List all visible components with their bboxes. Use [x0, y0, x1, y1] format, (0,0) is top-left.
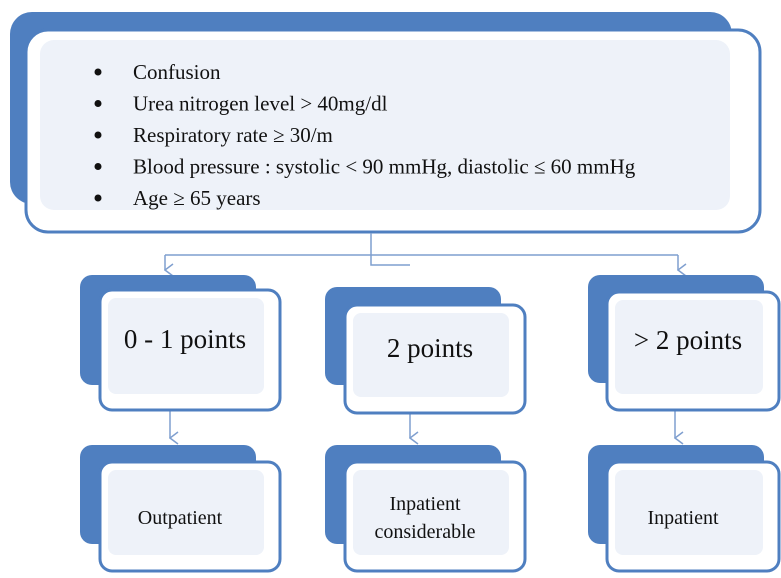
outcome-label: Inpatient	[647, 507, 719, 529]
bullet	[94, 131, 102, 139]
outcome-box-inner	[108, 470, 264, 555]
score-box-inner	[615, 300, 763, 394]
bullet	[94, 194, 102, 202]
outcome-box-inner	[353, 470, 509, 555]
bullet	[94, 163, 102, 170]
bullet	[94, 100, 102, 107]
criterion: Respiratory rate ≥ 30/m	[133, 123, 333, 147]
criteria-box-inner	[40, 40, 730, 210]
criterion: Confusion	[133, 60, 221, 84]
criterion: Age ≥ 65 years	[133, 186, 261, 210]
outcome-label: considerable	[374, 521, 475, 543]
connectors	[165, 233, 678, 438]
score-label: 0 - 1 points	[124, 324, 246, 354]
criterion: Blood pressure : systolic < 90 mmHg, dia…	[133, 155, 636, 179]
criterion: Urea nitrogen level > 40mg/dl	[133, 92, 388, 116]
bullet	[94, 68, 102, 76]
score-label: > 2 points	[634, 325, 742, 355]
outcome-box-inner	[615, 470, 763, 555]
score-box-inner	[108, 298, 264, 394]
score-label: 2 points	[387, 333, 473, 363]
score-box-inner	[353, 313, 509, 397]
outcome-label: Inpatient	[389, 493, 461, 515]
outcome-label: Outpatient	[138, 507, 223, 529]
